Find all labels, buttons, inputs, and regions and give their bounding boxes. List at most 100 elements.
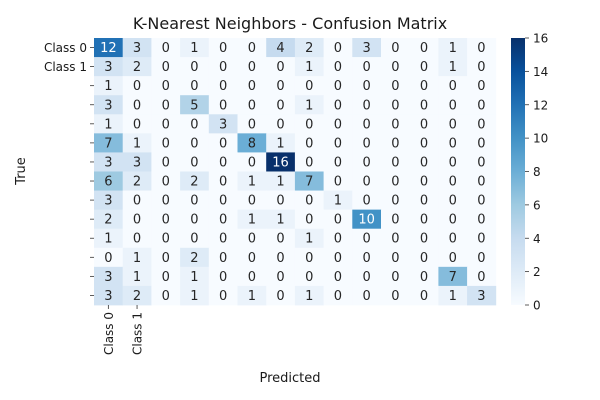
heatmap-cell <box>94 247 124 268</box>
heatmap-cell <box>467 57 497 77</box>
cell-value-label: 0 <box>363 155 371 170</box>
heatmap-cell <box>323 190 353 211</box>
cell-value-label: 4 <box>276 41 284 56</box>
cell-value-label: 0 <box>391 155 399 170</box>
cell-value-label: 0 <box>219 289 227 304</box>
heatmap-cell <box>151 133 181 153</box>
cell-value-label: 0 <box>420 175 428 190</box>
heatmap-cell <box>294 152 324 172</box>
cell-value-label: 0 <box>477 41 485 56</box>
cell-value-label: 0 <box>305 117 313 132</box>
heatmap-cell <box>381 57 411 77</box>
heatmap-cell <box>467 209 497 230</box>
heatmap-cell <box>294 95 324 115</box>
heatmap-cell <box>208 76 238 96</box>
cell-value-label: 12 <box>100 41 117 56</box>
heatmap-cell <box>122 38 152 58</box>
heatmap-cell <box>266 114 296 134</box>
x-tick-label: Class 1 <box>131 312 145 355</box>
cell-value-label: 0 <box>190 79 198 94</box>
heatmap-cell <box>323 57 353 77</box>
cell-value-label: 0 <box>391 79 399 94</box>
cell-value-label: 0 <box>248 98 256 113</box>
cell-value-label: 0 <box>162 155 170 170</box>
cell-value-label: 3 <box>363 41 371 56</box>
heatmap-cell <box>323 95 353 115</box>
heatmap-cell <box>208 266 238 287</box>
heatmap-cell <box>122 95 152 115</box>
heatmap-cell <box>94 171 124 191</box>
heatmap-cell <box>122 285 152 306</box>
cell-value-label: 1 <box>449 289 457 304</box>
colorbar-tick-label: 16 <box>533 32 548 46</box>
cell-value-label: 0 <box>449 117 457 132</box>
heatmap-cell <box>352 76 382 96</box>
heatmap-cell <box>294 38 324 58</box>
cell-value-label: 0 <box>449 194 457 209</box>
cell-value-label: 0 <box>219 136 227 151</box>
cell-value-label: 1 <box>305 232 313 247</box>
cell-value-label: 16 <box>272 155 289 170</box>
heatmap-cell <box>352 209 382 230</box>
cell-value-label: 0 <box>477 270 485 285</box>
heatmap-cell <box>94 190 124 211</box>
cell-value-label: 0 <box>162 117 170 132</box>
cell-value-label: 2 <box>133 60 141 75</box>
cell-value-label: 0 <box>162 251 170 266</box>
cell-value-label: 0 <box>133 117 141 132</box>
cell-value-label: 0 <box>219 232 227 247</box>
heatmap-cell <box>266 152 296 172</box>
cell-value-label: 0 <box>334 79 342 94</box>
heatmap-cell <box>381 95 411 115</box>
heatmap-cell <box>438 266 468 287</box>
heatmap-cell <box>438 38 468 58</box>
cell-value-label: 3 <box>133 155 141 170</box>
y-axis-label: True <box>14 157 29 186</box>
heatmap-cell <box>294 190 324 211</box>
x-tick-label: Class 0 <box>102 312 116 355</box>
cell-value-label: 0 <box>477 213 485 228</box>
cell-value-label: 0 <box>334 232 342 247</box>
cell-value-label: 1 <box>133 136 141 151</box>
heatmap-cell <box>208 57 238 77</box>
heatmap-cell <box>151 171 181 191</box>
cell-value-label: 0 <box>449 98 457 113</box>
heatmap-cell <box>381 133 411 153</box>
cell-value-label: 0 <box>334 251 342 266</box>
cell-value-label: 0 <box>190 136 198 151</box>
y-tick-label: Class 1 <box>44 60 87 74</box>
heatmap-cell <box>294 285 324 306</box>
heatmap-cell <box>151 285 181 306</box>
cell-value-label: 5 <box>190 98 198 113</box>
heatmap-cell <box>294 209 324 230</box>
heatmap-cell <box>409 171 439 191</box>
heatmap-cell <box>151 247 181 268</box>
cell-value-label: 1 <box>248 213 256 228</box>
heatmap-cell <box>294 266 324 287</box>
cell-value-label: 1 <box>133 270 141 285</box>
cell-value-label: 0 <box>276 79 284 94</box>
heatmap-cell <box>294 114 324 134</box>
cell-value-label: 0 <box>449 155 457 170</box>
cell-value-label: 0 <box>420 41 428 56</box>
cell-value-label: 0 <box>219 155 227 170</box>
heatmap-cell <box>180 152 210 172</box>
cell-value-label: 7 <box>104 136 112 151</box>
cell-value-label: 0 <box>162 213 170 228</box>
cell-value-label: 0 <box>477 251 485 266</box>
cell-value-label: 6 <box>104 175 112 190</box>
heatmap-cell <box>180 171 210 191</box>
cell-value-label: 0 <box>420 232 428 247</box>
cell-value-label: 2 <box>190 251 198 266</box>
heatmap-cell <box>381 190 411 211</box>
cell-value-label: 0 <box>305 194 313 209</box>
heatmap-cell <box>323 38 353 58</box>
cell-value-label: 0 <box>477 194 485 209</box>
cell-value-label: 0 <box>477 136 485 151</box>
cell-value-label: 0 <box>363 60 371 75</box>
cell-value-label: 0 <box>276 117 284 132</box>
cell-value-label: 0 <box>391 251 399 266</box>
heatmap-cell <box>409 38 439 58</box>
heatmap-cell <box>237 228 267 249</box>
